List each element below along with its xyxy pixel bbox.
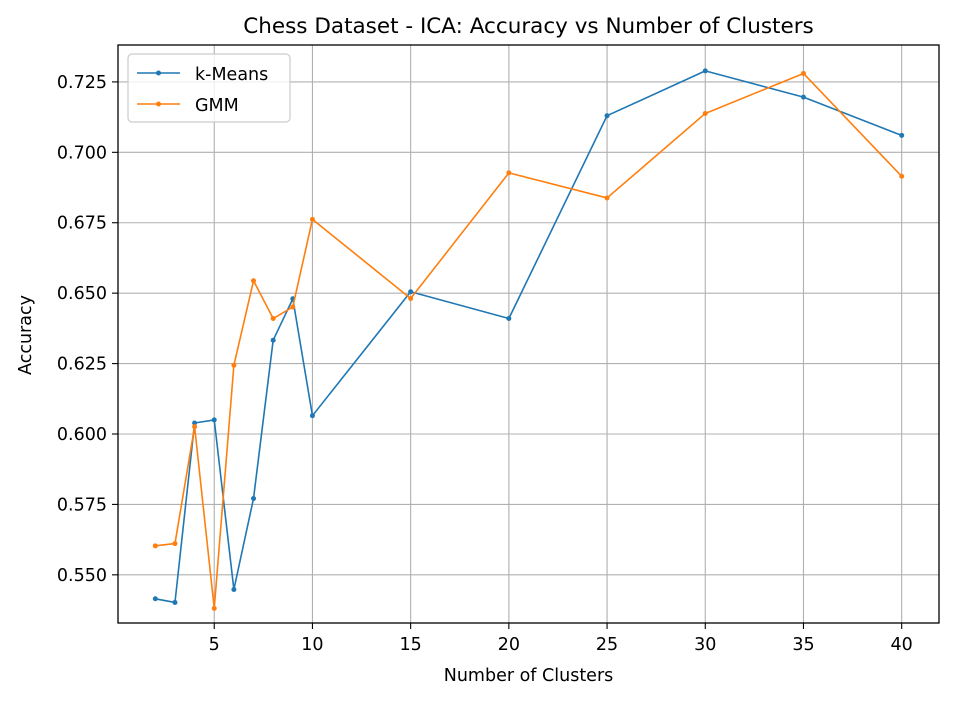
axis-ticks: 5 10 15 20 25 30 35 40 0.550 0.575 0.600 0.625 0.650…: [57, 73, 913, 655]
legend-marker-gmm: [156, 101, 161, 107]
data-point-k-means: [152, 596, 158, 602]
y-tick-label: 0.700: [57, 143, 107, 163]
data-point-k-means: [506, 316, 512, 322]
data-point-gmm: [211, 605, 217, 611]
y-axis-label: Accuracy: [16, 295, 36, 375]
x-tick-label: 30: [694, 635, 716, 655]
data-point-k-means: [702, 68, 708, 74]
data-point-k-means: [800, 94, 806, 100]
x-tick-label: 25: [596, 635, 618, 655]
data-point-gmm: [152, 543, 158, 549]
data-point-gmm: [251, 278, 257, 284]
legend-frame: [127, 53, 291, 123]
x-tick-label: 15: [400, 635, 422, 655]
grid-lines: [118, 45, 939, 623]
plot-frame: [117, 44, 940, 624]
data-point-gmm: [702, 110, 708, 116]
data-point-gmm: [290, 304, 296, 310]
x-tick-label: 10: [301, 635, 323, 655]
data-point-gmm: [192, 424, 198, 430]
y-tick-label: 0.625: [57, 355, 107, 375]
legend-label-kmeans: k-Means: [195, 65, 268, 85]
x-tick-label: 35: [792, 635, 814, 655]
data-point-k-means: [251, 495, 257, 501]
data-point-k-means: [231, 586, 237, 592]
data-point-k-means: [192, 420, 198, 426]
data-point-gmm: [800, 70, 806, 76]
data-point-k-means: [211, 417, 217, 423]
data-point-k-means: [270, 337, 276, 343]
data-point-k-means: [899, 132, 905, 138]
x-tick-label: 20: [498, 635, 520, 655]
data-point-k-means: [604, 113, 610, 119]
y-tick-label: 0.575: [57, 495, 107, 515]
chart-title: Chess Dataset - ICA: Accuracy vs Number …: [243, 14, 814, 39]
x-axis-label: Number of Clusters: [444, 666, 614, 686]
x-tick-label: 40: [891, 635, 913, 655]
data-point-gmm: [231, 362, 237, 368]
data-point-gmm: [604, 195, 610, 201]
y-tick-label: 0.550: [57, 566, 107, 586]
legend-marker-kmeans: [156, 70, 161, 76]
x-tick-label: 5: [209, 635, 220, 655]
legend: k-Means GMM: [127, 53, 291, 123]
data-point-gmm: [270, 316, 276, 322]
y-tick-label: 0.675: [57, 214, 107, 234]
data-point-k-means: [172, 599, 178, 605]
y-tick-label: 0.600: [57, 425, 107, 445]
data-point-gmm: [899, 173, 905, 179]
data-point-gmm: [408, 296, 414, 302]
data-point-gmm: [506, 170, 512, 176]
y-tick-label: 0.650: [57, 284, 107, 304]
series-lines: [152, 68, 905, 611]
data-point-k-means: [309, 413, 315, 419]
data-point-gmm: [172, 541, 178, 547]
y-tick-label: 0.725: [57, 73, 107, 93]
data-point-k-means: [408, 289, 414, 295]
data-point-gmm: [309, 216, 315, 222]
legend-label-gmm: GMM: [195, 96, 239, 116]
